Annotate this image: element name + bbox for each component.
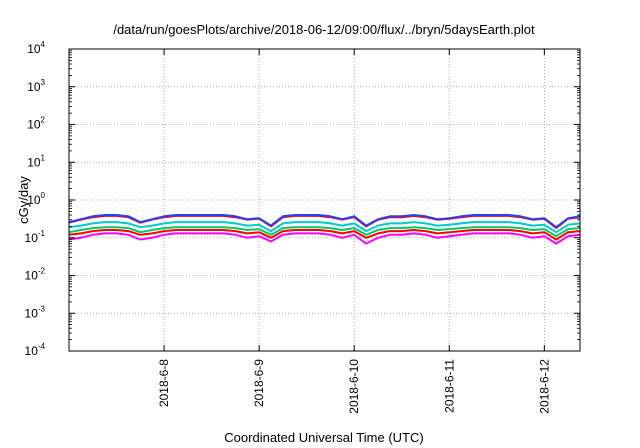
series-line [68, 232, 581, 245]
y-tick-label: 103 [27, 78, 45, 94]
chart-title: /data/run/goesPlots/archive/2018-06-12/0… [113, 22, 535, 37]
series-line [68, 214, 581, 229]
y-tick-label: 101 [27, 153, 45, 169]
series-line [68, 226, 581, 238]
y-tick-label: 104 [27, 40, 45, 56]
series-line [68, 229, 581, 241]
y-axis-label: cGy/day [16, 176, 31, 224]
x-tick-label: 2018-6-10 [347, 359, 361, 414]
x-axis: 2018-6-8 2018-6-9 2018-6-10 2018-6-11 2018-6… [157, 49, 551, 414]
series-layer [68, 214, 581, 245]
series-line [68, 221, 581, 234]
y-tick-label: 10-3 [25, 304, 46, 320]
y-tick-label: 10-4 [25, 342, 46, 358]
x-tick-label: 2018-6-9 [252, 359, 266, 407]
y-tick-label: 10-2 [25, 267, 46, 283]
x-tick-label: 2018-6-11 [442, 359, 456, 413]
grid [69, 49, 580, 351]
x-tick-label: 2018-6-8 [157, 359, 171, 407]
x-tick-label: 2018-6-12 [537, 359, 551, 414]
y-tick-label: 102 [27, 116, 45, 132]
y-tick-label: 10-1 [25, 229, 46, 245]
x-axis-label: Coordinated Universal Time (UTC) [224, 430, 423, 445]
